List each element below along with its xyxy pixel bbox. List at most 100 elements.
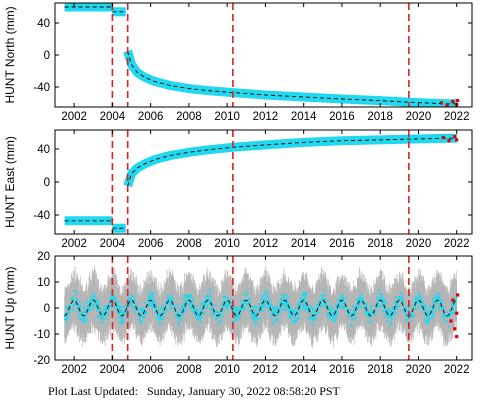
data-point xyxy=(274,318,277,321)
data-point xyxy=(425,312,428,315)
data-point xyxy=(284,302,287,305)
data-point xyxy=(355,298,358,301)
data-point xyxy=(125,305,128,308)
data-point xyxy=(145,312,148,314)
data-point xyxy=(384,305,387,308)
data-point xyxy=(121,316,124,318)
x-tick-label: 2018 xyxy=(367,111,393,123)
data-point xyxy=(216,316,219,318)
data-point xyxy=(297,316,300,319)
data-point xyxy=(451,303,454,306)
data-point xyxy=(383,309,386,312)
data-point xyxy=(312,311,315,314)
data-point xyxy=(386,320,389,323)
data-point xyxy=(74,301,77,304)
data-point xyxy=(68,312,71,315)
data-point xyxy=(426,322,429,325)
data-point xyxy=(164,303,167,306)
data-point xyxy=(317,304,320,307)
data-point xyxy=(140,312,143,315)
data-point xyxy=(216,313,219,316)
data-point xyxy=(205,302,207,305)
data-point xyxy=(65,316,68,319)
data-point xyxy=(299,297,302,300)
outlier-point xyxy=(451,298,455,302)
data-point xyxy=(292,312,295,315)
data-point xyxy=(243,309,245,311)
data-point xyxy=(72,305,75,307)
data-point xyxy=(221,306,224,309)
data-point xyxy=(307,317,310,320)
data-point xyxy=(326,312,329,315)
data-point xyxy=(254,311,257,314)
data-point xyxy=(406,309,409,312)
data-point xyxy=(260,298,263,301)
data-point xyxy=(71,309,74,312)
data-point xyxy=(233,315,236,318)
data-point xyxy=(442,314,445,317)
data-point xyxy=(414,305,417,308)
data-point xyxy=(93,298,96,300)
data-point xyxy=(259,316,262,319)
data-point xyxy=(99,307,102,310)
data-point xyxy=(438,308,441,311)
data-point xyxy=(358,299,360,302)
data-point xyxy=(253,308,255,311)
data-point xyxy=(198,312,201,315)
data-point xyxy=(150,294,153,297)
data-point xyxy=(171,303,174,305)
data-point xyxy=(95,297,98,300)
data-point xyxy=(448,312,451,315)
data-point xyxy=(408,313,411,316)
data-point xyxy=(167,294,170,297)
data-point xyxy=(334,314,336,316)
data-point xyxy=(158,313,161,316)
data-point xyxy=(318,311,321,314)
data-point xyxy=(343,306,346,309)
data-point xyxy=(183,311,186,314)
outlier-point xyxy=(441,135,445,140)
data-point xyxy=(245,294,248,297)
data-point xyxy=(439,302,442,304)
data-point xyxy=(353,313,356,316)
data-point xyxy=(440,301,443,304)
data-point xyxy=(97,314,100,317)
data-point xyxy=(434,307,437,309)
data-point xyxy=(347,312,350,315)
data-point xyxy=(196,310,199,312)
data-point xyxy=(401,295,404,298)
data-point xyxy=(136,302,139,305)
data-point xyxy=(327,313,330,316)
data-point xyxy=(201,303,204,306)
y-tick-label: 0 xyxy=(44,177,50,189)
data-point xyxy=(110,298,113,301)
data-point xyxy=(167,297,170,300)
data-point xyxy=(455,307,458,310)
data-point xyxy=(227,297,230,300)
data-point xyxy=(138,312,141,315)
data-point xyxy=(202,313,204,316)
data-point xyxy=(266,303,269,306)
data-point xyxy=(342,306,345,309)
data-point xyxy=(216,311,218,313)
data-point xyxy=(242,293,244,295)
data-point xyxy=(118,306,121,309)
data-point xyxy=(160,305,163,308)
data-point xyxy=(102,318,104,321)
data-point xyxy=(270,315,273,317)
data-point xyxy=(253,317,255,319)
data-point xyxy=(273,306,275,309)
data-point xyxy=(343,301,346,304)
data-point xyxy=(119,308,122,311)
data-point xyxy=(177,321,180,324)
data-point xyxy=(249,310,251,313)
data-point xyxy=(389,310,392,313)
data-point xyxy=(395,300,398,303)
data-point xyxy=(376,304,379,307)
data-point xyxy=(333,309,335,312)
data-point xyxy=(225,300,228,303)
data-point xyxy=(356,300,359,303)
data-point xyxy=(320,299,322,302)
outlier-point xyxy=(456,293,460,297)
data-point xyxy=(312,317,315,319)
